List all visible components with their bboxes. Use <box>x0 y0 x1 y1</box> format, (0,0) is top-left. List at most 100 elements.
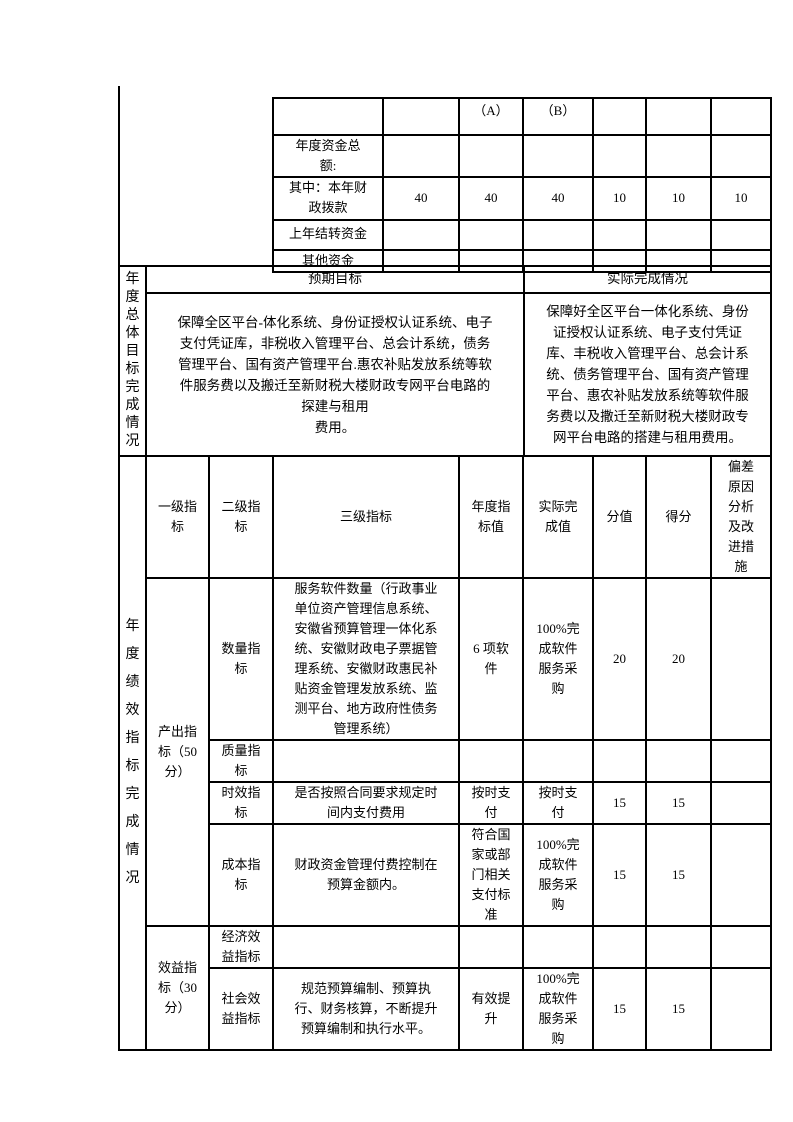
annual-value-cell: 按时支付 <box>458 781 524 825</box>
performance-side-label-cell: 年度绩效指标完成情况 <box>118 455 147 1051</box>
earned-cell: 15 <box>645 967 712 1051</box>
level2-cell: 社会效益指标 <box>208 967 274 1051</box>
annual-value-cell <box>458 925 524 969</box>
actual-completion-text: 保障好全区平台一体化系统、身份证授权认证系统、电子支付凭证库、丰税收入管理平台、… <box>546 304 749 445</box>
indicator-row-quantity: 产出指标（50分） 数量指标 服务软件数量（行政事业单位资产管理信息系统、安徽省… <box>119 577 772 927</box>
funding-value-cell: 10 <box>710 176 772 221</box>
actual-completion-header: 实际完成情况 <box>523 265 772 294</box>
col-header-actual-value: 实际完成值 <box>522 455 594 579</box>
funding-value-cell <box>592 133 647 179</box>
group-output-indicator: 产出指标（50分） <box>145 577 210 927</box>
level3-cell: 服务软件数量（行政事业单位资产管理信息系统、安徽省预算管理一体化系统、安徽财政电… <box>272 577 460 741</box>
table-left-border-stub <box>118 86 120 267</box>
funding-header-cell-a: （A） <box>458 97 524 136</box>
annual-value-cell: 有效提升 <box>458 967 524 1051</box>
indicator-row-social-benefit: 社会效益指标 规范预算编制、预算执行、财务核算，不断提升预算编制和执行水平。 有… <box>119 967 772 1051</box>
score-cell: 15 <box>592 823 647 927</box>
funding-header-cell <box>592 97 647 136</box>
funding-header-cell <box>382 97 460 136</box>
expected-goal-text: 保障全区平台-体化系统、身份证授权认证系统、电子支付凭证库，非税收入管理平台、总… <box>177 314 493 414</box>
funding-value-cell <box>458 218 524 251</box>
funding-row-label: 其中：本年财政拨款 <box>272 176 384 221</box>
deviation-cell <box>710 739 772 783</box>
goal-body-row: 保障全区平台-体化系统、身份证授权认证系统、电子支付凭证库，非税收入管理平台、总… <box>119 292 772 457</box>
funding-value-cell <box>458 133 524 179</box>
earned-cell: 15 <box>645 781 712 825</box>
annual-value-cell <box>458 739 524 783</box>
indicator-row-quality: 质量指标 <box>119 739 772 783</box>
level3-cell: 财政资金管理付费控制在预算金额内。 <box>272 823 460 927</box>
earned-cell <box>645 925 712 969</box>
funding-header-cell-b: （B） <box>522 97 594 136</box>
group-benefit-indicator: 效益指标（30分） <box>145 925 210 1051</box>
funding-table: （A） （B） 年度资金总额: 其中：本年财政拨款 40 40 40 10 10… <box>272 97 772 273</box>
funding-row-label: 年度资金总额: <box>272 133 384 179</box>
indicator-row-timeliness: 时效指标 是否按照合同要求规定时间内支付费用 按时支付 按时支付 15 15 <box>119 781 772 825</box>
funding-value-cell <box>382 133 460 179</box>
level2-cell: 质量指标 <box>208 739 274 783</box>
funding-value-cell: 10 <box>592 176 647 221</box>
col-header-score: 分值 <box>592 455 647 579</box>
actual-value-cell: 100%完成软件服务采购 <box>522 823 594 927</box>
annual-value-cell: 符合国家或部门相关支付标准 <box>458 823 524 927</box>
funding-header-cell <box>710 97 772 136</box>
funding-header-row: （A） （B） <box>272 97 772 136</box>
deviation-cell <box>710 823 772 927</box>
score-cell: 20 <box>592 577 647 741</box>
actual-value-cell <box>522 739 594 783</box>
deviation-cell <box>710 967 772 1051</box>
funding-value-cell: 10 <box>645 176 712 221</box>
col-header-annual-value: 年度指标值 <box>458 455 524 579</box>
level3-cell: 是否按照合同要求规定时间内支付费用 <box>272 781 460 825</box>
col-header-deviation: 偏差原因分析及改进措施 <box>710 455 772 579</box>
actual-completion-cell: 保障好全区平台一体化系统、身份证授权认证系统、电子支付凭证库、丰税收入管理平台、… <box>523 292 772 457</box>
col-header-level1: 一级指标 <box>145 455 210 579</box>
goal-header-row: 年度总体目标完成情况 预期目标 实际完成情况 <box>118 265 772 457</box>
expected-goal-text-line2: 费用。 <box>314 419 356 435</box>
score-cell: 15 <box>592 781 647 825</box>
performance-table: 年度绩效指标完成情况 一级指标 二级指标 三级指标 年度指标值 实际完成值 分值… <box>118 455 772 1051</box>
funding-value-cell <box>645 133 712 179</box>
earned-cell: 20 <box>645 577 712 741</box>
deviation-cell <box>710 925 772 969</box>
actual-value-cell: 按时支付 <box>522 781 594 825</box>
funding-row-carryover: 上年结转资金 <box>272 218 772 251</box>
level2-cell: 成本指标 <box>208 823 274 927</box>
funding-header-label-cell <box>272 97 384 136</box>
col-header-level3: 三级指标 <box>272 455 460 579</box>
goal-side-label: 年度总体目标完成情况 <box>125 272 140 449</box>
funding-row-total: 年度资金总额: <box>272 133 772 179</box>
funding-row-label: 上年结转资金 <box>272 218 384 251</box>
level2-cell: 时效指标 <box>208 781 274 825</box>
performance-side-label: 年度绩效指标完成情况 <box>125 619 140 886</box>
funding-value-cell <box>522 218 594 251</box>
performance-header-row: 年度绩效指标完成情况 一级指标 二级指标 三级指标 年度指标值 实际完成值 分值… <box>118 455 772 1051</box>
indicator-row-economic-benefit: 效益指标（30分） 经济效益指标 <box>119 925 772 1051</box>
funding-value-cell <box>382 218 460 251</box>
score-cell: 15 <box>592 967 647 1051</box>
level2-cell: 数量指标 <box>208 577 274 741</box>
funding-value-cell <box>710 133 772 179</box>
deviation-cell <box>710 781 772 825</box>
earned-cell <box>645 739 712 783</box>
indicator-row-cost: 成本指标 财政资金管理付费控制在预算金额内。 符合国家或部门相关支付标准 100… <box>119 823 772 927</box>
funding-header-cell <box>645 97 712 136</box>
expected-goal-cell: 保障全区平台-体化系统、身份证授权认证系统、电子支付凭证库，非税收入管理平台、总… <box>145 292 525 457</box>
deviation-cell <box>710 577 772 741</box>
col-header-earned: 得分 <box>645 455 712 579</box>
col-header-level2: 二级指标 <box>208 455 274 579</box>
funding-value-cell <box>710 218 772 251</box>
funding-value-cell <box>592 218 647 251</box>
actual-value-cell <box>522 925 594 969</box>
earned-cell: 15 <box>645 823 712 927</box>
score-cell <box>592 925 647 969</box>
funding-value-cell <box>522 133 594 179</box>
actual-value-cell: 100%完成软件服务采购 <box>522 577 594 741</box>
actual-value-cell: 100%完成软件服务采购 <box>522 967 594 1051</box>
score-cell <box>592 739 647 783</box>
level3-cell <box>272 925 460 969</box>
funding-row-current-year: 其中：本年财政拨款 40 40 40 10 10 10 <box>272 176 772 221</box>
level3-cell: 规范预算编制、预算执行、财务核算，不断提升预算编制和执行水平。 <box>272 967 460 1051</box>
level2-cell: 经济效益指标 <box>208 925 274 969</box>
